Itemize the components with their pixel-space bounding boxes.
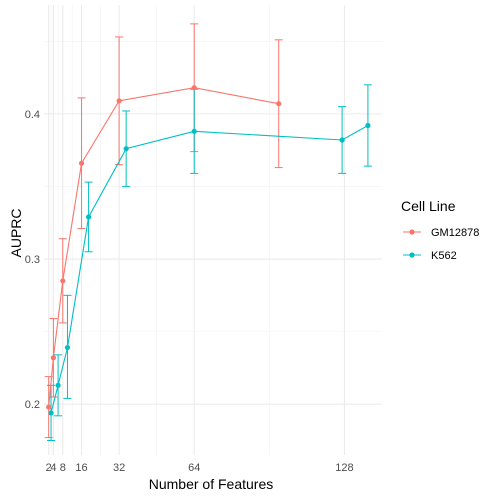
x-tick-label: 2 (46, 462, 52, 474)
x-tick-label: 32 (113, 462, 125, 474)
data-point (276, 101, 282, 107)
error-bars (44, 23, 372, 441)
data-point (48, 410, 54, 416)
x-tick-label: 16 (75, 462, 87, 474)
data-point (55, 382, 61, 388)
legend-title: Cell Line (401, 198, 456, 214)
x-tick-label: 64 (188, 462, 200, 474)
data-point (339, 137, 345, 143)
legend-key-point (409, 252, 415, 258)
data-point (116, 98, 122, 104)
data-point (123, 146, 129, 152)
data-point (50, 355, 56, 361)
data-point (60, 278, 66, 284)
data-point (365, 122, 371, 129)
series-points (46, 85, 371, 416)
y-tick-label: 0.3 (25, 254, 40, 266)
legend: Cell Line GM12878 K562 (401, 198, 479, 262)
data-point (46, 404, 52, 410)
data-point (191, 128, 197, 134)
data-point (64, 344, 71, 351)
legend-items: GM12878 K562 (403, 227, 479, 262)
minor-grid (44, 5, 382, 455)
data-point (191, 85, 197, 91)
y-tick-label: 0.2 (25, 399, 40, 411)
legend-key-point (409, 229, 415, 235)
x-tick-labels: 24 8 16 32 64 128 (46, 462, 354, 474)
y-tick-label: 0.4 (25, 109, 40, 121)
major-grid (44, 5, 382, 455)
y-tick-labels: 0.2 0.3 0.4 (25, 109, 40, 411)
legend-label: K562 (431, 250, 457, 262)
data-point (85, 214, 92, 220)
x-tick-label: 4 (50, 462, 56, 474)
y-axis-title: AUPRC (8, 208, 24, 257)
data-point (78, 160, 85, 166)
x-tick-label: 8 (60, 462, 66, 474)
x-tick-label: 128 (335, 462, 353, 474)
series-line-k562 (50, 125, 369, 414)
x-axis-title: Number of Features (149, 476, 274, 492)
legend-label: GM12878 (431, 227, 479, 239)
series-lines (48, 87, 369, 414)
